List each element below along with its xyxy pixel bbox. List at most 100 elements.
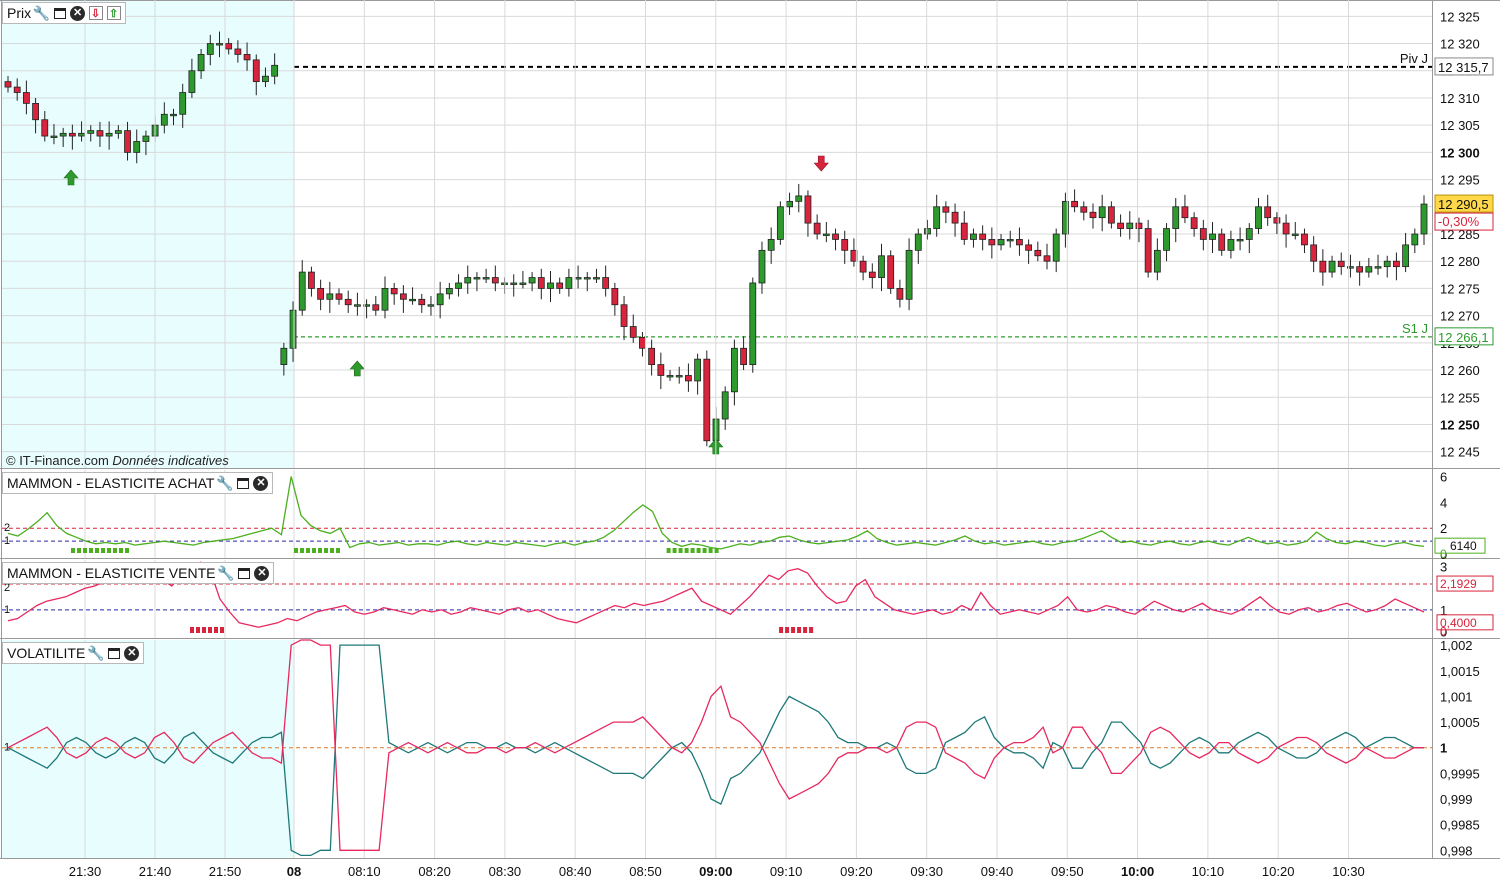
candle	[703, 358, 711, 442]
candle	[216, 43, 223, 46]
candle	[537, 277, 545, 289]
candle	[1172, 206, 1180, 229]
time-tick-label: 09:40	[981, 864, 1014, 879]
candle	[629, 326, 637, 338]
candle	[124, 130, 131, 153]
achat-marker	[666, 548, 671, 553]
candle	[648, 347, 656, 366]
candle	[289, 309, 297, 349]
window-icon[interactable]	[235, 476, 250, 491]
candle	[519, 282, 527, 285]
vol-left-tick-label: 1	[4, 742, 10, 754]
candle	[730, 347, 738, 393]
change-box	[1434, 212, 1494, 231]
candle	[896, 288, 904, 300]
candle	[556, 282, 564, 289]
time-tick-label: 08	[287, 864, 301, 879]
vol-line-pink	[7, 639, 1424, 851]
achat-tick-label: 0	[1440, 547, 1447, 562]
time-tick-label: 09:50	[1051, 864, 1084, 879]
time-tick-label: 09:30	[910, 864, 943, 879]
vol-panel-label: VOLATILITE	[7, 645, 86, 661]
time-tick-label: 08:20	[418, 864, 451, 879]
candle	[804, 195, 812, 224]
time-tick-label: 09:10	[770, 864, 803, 879]
achat-marker	[300, 548, 304, 553]
wrench-icon[interactable]: 🔧	[32, 4, 51, 21]
wrench-icon[interactable]: 🔧	[87, 644, 105, 661]
candle	[740, 347, 747, 366]
close-icon[interactable]: ✕	[253, 475, 269, 491]
candle	[96, 130, 104, 137]
candle	[1126, 222, 1134, 229]
candle	[68, 132, 76, 137]
candle	[657, 364, 665, 376]
achat-marker	[83, 548, 87, 553]
candle	[1089, 211, 1097, 219]
candle	[1080, 206, 1088, 213]
candle	[390, 288, 398, 295]
close-icon[interactable]: ✕	[70, 5, 86, 21]
candle	[1383, 260, 1391, 268]
achat-marker	[306, 548, 310, 553]
window-icon[interactable]	[52, 6, 67, 21]
time-tick-label: 21:40	[139, 864, 172, 879]
close-icon[interactable]: ✕	[124, 645, 140, 661]
achat-marker	[690, 548, 695, 553]
achat-panel-label: MAMMON - ELASTICITE ACHAT	[7, 475, 215, 491]
vol-line-teal	[7, 644, 1424, 857]
candle	[1301, 233, 1308, 246]
window-icon[interactable]	[106, 646, 121, 661]
candle	[409, 298, 416, 302]
candle	[298, 271, 306, 311]
vente-marker	[196, 627, 200, 633]
candle	[905, 249, 913, 300]
vente-marker	[208, 627, 212, 633]
achat-marker	[696, 548, 701, 553]
price-tick-label: 12 295	[1440, 173, 1480, 188]
candle	[344, 298, 352, 306]
vente-value-box	[1436, 575, 1494, 592]
copyright-source: © IT-Finance.com	[6, 453, 109, 468]
price-tick-label: 12 285	[1440, 227, 1480, 242]
arrow-down-icon[interactable]: ⇩	[88, 6, 103, 21]
vente-line	[7, 561, 1425, 628]
candle	[960, 222, 968, 240]
time-tick-label: 08:50	[629, 864, 662, 879]
price-tick-label: 12 305	[1440, 118, 1480, 133]
time-tick-label: 21:30	[69, 864, 102, 879]
candle	[271, 64, 279, 77]
candle	[1328, 260, 1336, 273]
candle	[381, 288, 389, 311]
candle	[1365, 266, 1373, 273]
candle	[942, 206, 950, 213]
sell-signal-icon	[813, 155, 829, 172]
wrench-icon[interactable]: 🔧	[216, 474, 234, 491]
vente-marker	[214, 627, 218, 633]
vol-tick-label: 0,998	[1440, 843, 1473, 858]
candle	[565, 277, 573, 289]
copyright-note: Données indicatives	[112, 453, 229, 468]
time-tick-label: 09:20	[840, 864, 873, 879]
candle	[749, 282, 757, 366]
candle	[878, 255, 885, 278]
candle	[951, 211, 959, 224]
candle	[133, 141, 141, 153]
candle	[59, 132, 67, 137]
arrow-up-icon[interactable]: ⇧	[106, 6, 121, 21]
close-icon[interactable]: ✕	[254, 565, 270, 581]
candle	[1337, 260, 1345, 268]
candle	[170, 113, 177, 117]
pivot-value-box	[1434, 57, 1494, 76]
vente-marker	[785, 627, 790, 633]
candle	[114, 130, 122, 134]
candle	[1282, 222, 1290, 235]
wrench-icon[interactable]: 🔧	[217, 564, 235, 581]
achat-marker	[318, 548, 322, 553]
vol-panel-title: VOLATILITE 🔧 ✕	[2, 642, 145, 664]
time-tick-label: 08:10	[348, 864, 381, 879]
candle	[547, 282, 554, 289]
window-icon[interactable]	[236, 566, 251, 581]
copyright-notice: © IT-Finance.com Données indicatives	[6, 453, 229, 468]
